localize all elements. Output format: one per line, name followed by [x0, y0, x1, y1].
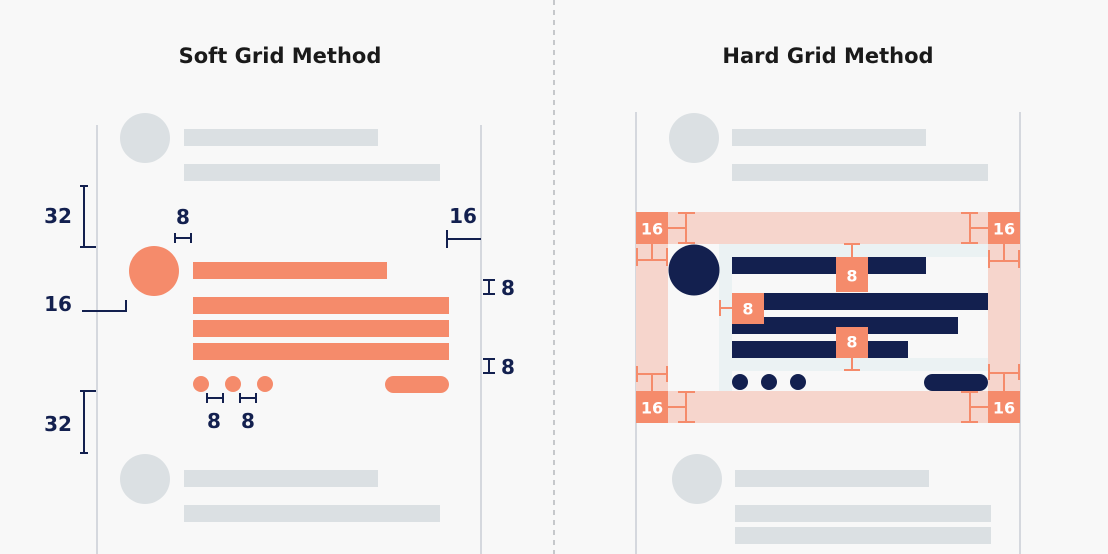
measure-label: 16 [993, 399, 1015, 418]
measure-label: 8 [501, 355, 515, 379]
measure-label: 8 [846, 267, 857, 286]
hard-component [668, 244, 988, 391]
padding-bands [636, 212, 1020, 423]
avatar [129, 246, 179, 296]
measure-label: 32 [44, 412, 72, 436]
measure-label: 32 [44, 204, 72, 228]
dot [732, 374, 748, 390]
measure-label: 8 [501, 276, 515, 300]
text-line [732, 341, 908, 358]
text-line [193, 297, 449, 314]
dot [257, 376, 273, 392]
dot [193, 376, 209, 392]
measure-label: 16 [641, 399, 663, 418]
measure-label: 8 [176, 205, 190, 229]
soft-component [129, 246, 449, 393]
text-line [732, 293, 988, 310]
measure-label: 8 [241, 409, 255, 433]
hard-grid-panel: Hard Grid Method [635, 44, 1021, 554]
placeholder-bottom [120, 454, 440, 522]
dot [225, 376, 241, 392]
text-line [732, 257, 926, 274]
measure-label: 8 [207, 409, 221, 433]
soft-grid-panel: Soft Grid Method 32 8 16 1 [44, 44, 515, 554]
soft-title: Soft Grid Method [179, 44, 382, 68]
placeholder-top [120, 113, 440, 181]
hard-title: Hard Grid Method [722, 44, 933, 68]
hard-measurements: 16 16 16 16 8 8 8 [636, 212, 1020, 423]
text-line [193, 320, 449, 337]
text-line [732, 317, 958, 334]
text-line [193, 262, 387, 279]
avatar [668, 244, 720, 296]
pill-button [385, 376, 449, 393]
measure-label: 16 [449, 204, 477, 228]
placeholder-top [669, 113, 988, 181]
text-line [193, 343, 449, 360]
measure-label: 8 [742, 300, 753, 319]
measure-label: 16 [993, 220, 1015, 239]
soft-measurements: 32 8 16 16 8 8 8 8 32 [44, 185, 515, 454]
measure-label: 8 [846, 333, 857, 352]
measure-label: 16 [641, 220, 663, 239]
dot [761, 374, 777, 390]
placeholder-bottom [672, 454, 991, 544]
pill-button [924, 374, 988, 391]
dot [790, 374, 806, 390]
measure-label: 16 [44, 292, 72, 316]
